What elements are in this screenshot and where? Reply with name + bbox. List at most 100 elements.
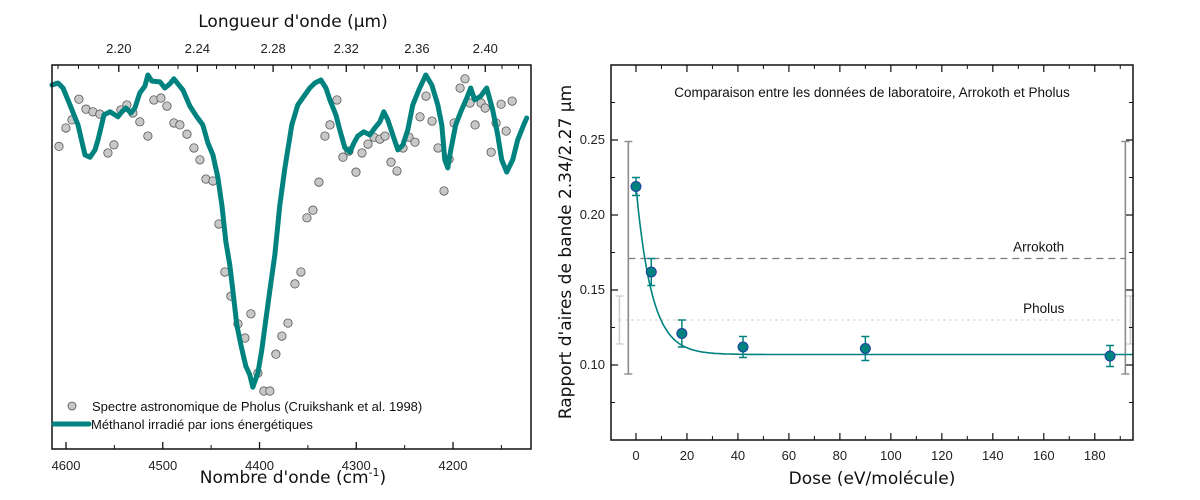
plot-frame [610, 64, 1134, 441]
pholus-data-point [296, 267, 306, 277]
x-tick-label: 120 [931, 448, 953, 463]
pholus-data-point [135, 117, 145, 127]
pholus-data-point [501, 126, 511, 136]
x-tick-label: 4300 [342, 458, 371, 473]
pholus-data-point [265, 386, 275, 396]
pholus-data-point [351, 167, 361, 177]
legend-marker-pholus [67, 401, 77, 411]
pholus-data-point [380, 131, 390, 141]
pholus-data-point [470, 120, 480, 130]
pholus-label: Pholus [1023, 301, 1065, 316]
spectrum-chart: Longueur d'onde (µm) 2.20 2.24 2.28 2.32 2.3… [49, 12, 532, 488]
lab-data-point [737, 341, 749, 353]
y-tick-label: 0.25 [580, 132, 605, 147]
x-tick-label: 40 [731, 448, 745, 463]
pholus-data-point [156, 93, 166, 103]
pholus-data-point [480, 103, 490, 113]
x-title-sup: -1 [369, 466, 380, 479]
x-tick-label: 0 [632, 448, 639, 463]
pholus-data-point [308, 205, 318, 215]
pholus-data-point [507, 96, 517, 106]
pholus-data-point [290, 279, 300, 289]
x-tick-label: 180 [1084, 448, 1106, 463]
pholus-data-point [302, 213, 312, 223]
y-tick-label: 0.10 [580, 357, 605, 372]
y-axis-title: Rapport d'aires de bande 2.34/2.27 µm [556, 85, 576, 419]
top-tick-label: 2.36 [404, 41, 429, 56]
pholus-data-point [189, 143, 199, 153]
x-tick-label: 4500 [148, 458, 177, 473]
pholus-data-point [320, 131, 330, 141]
pholus-data-point [182, 129, 192, 139]
pholus-data-point [415, 112, 425, 122]
pholus-data-point [162, 101, 172, 111]
x-axis-title: Dose (eV/molécule) [789, 469, 956, 489]
pholus-data-point [455, 83, 465, 93]
x-tick-label: 20 [680, 448, 694, 463]
top-tick-label: 2.20 [106, 41, 131, 56]
pholus-data-point [195, 155, 205, 165]
pholus-data-point [61, 123, 71, 133]
pholus-data-point [271, 349, 281, 359]
plot-frame [51, 64, 532, 450]
pholus-data-point [103, 148, 113, 158]
top-tick-label: 2.28 [260, 41, 285, 56]
lab-data-point [1104, 350, 1116, 362]
legend-label-pholus: Spectre astronomique de Pholus (Cruiksha… [92, 399, 422, 414]
pholus-data-point [363, 139, 373, 149]
top-tick-label: 2.40 [473, 41, 498, 56]
pholus-data-point [392, 166, 402, 176]
top-axis-ticks: 2.20 2.24 2.28 2.32 2.36 2.40 [57, 41, 520, 72]
pholus-data-point [54, 141, 64, 152]
methanol-spectrum-line [49, 72, 530, 390]
pholus-data-point [246, 309, 256, 319]
y-tick-label: 0.15 [580, 282, 605, 297]
reference-lines: Arrokoth Pholus [615, 140, 1135, 375]
pholus-data-point [427, 116, 437, 126]
pholus-data-point [496, 99, 506, 109]
pholus-data-point [433, 143, 443, 153]
x-tick-label: 100 [880, 448, 902, 463]
pholus-data-point [314, 177, 324, 187]
top-tick-label: 2.24 [185, 41, 210, 56]
pholus-data-point [421, 91, 431, 101]
x-title-main: Nombre d'onde (cm [200, 468, 369, 488]
bottom-axis-title: Nombre d'onde (cm-1) [200, 466, 386, 488]
x-tick-label: 140 [982, 448, 1004, 463]
lab-data-point [630, 181, 642, 192]
lab-series [630, 176, 1116, 368]
pholus-data-point [332, 95, 342, 105]
pholus-data-point [357, 148, 367, 158]
pholus-data-point [439, 186, 449, 196]
pholus-data-point [175, 120, 185, 130]
x-tick-label: 4400 [245, 458, 274, 473]
x-tick-label: 160 [1033, 448, 1055, 463]
top-axis-title: Longueur d'onde (µm) [198, 12, 387, 32]
pholus-data-point [486, 147, 496, 157]
x-tick-label: 60 [782, 448, 796, 463]
axis-ticks: 0 20 40 60 80 100 120 140 160 180 0.10 0.15 0.20 0.25 [580, 65, 1133, 463]
bottom-axis-ticks: 4600 4500 4400 4300 4200 [52, 442, 502, 473]
pholus-data-point [338, 152, 348, 162]
pholus-data-point [277, 331, 287, 341]
x-title-end: ) [380, 468, 387, 488]
pholus-data-point [386, 157, 396, 167]
lab-data-point [859, 343, 871, 354]
pholus-data-point [460, 74, 470, 84]
fit-curve [635, 186, 1133, 356]
legend: Spectre astronomique de Pholus (Cruiksha… [51, 399, 422, 432]
legend-label-methanol: Méthanol irradié par ions énergétiques [91, 417, 313, 432]
pholus-data-point [109, 140, 119, 150]
x-tick-label: 4200 [439, 458, 468, 473]
pholus-series [54, 74, 517, 396]
pholus-data-point [143, 131, 153, 141]
exponential-fit-line [635, 186, 1133, 356]
pholus-data-point [283, 318, 293, 328]
lab-data-point [645, 266, 657, 278]
x-tick-label: 80 [833, 448, 847, 463]
chart-title: Comparaison entre les données de laborat… [674, 85, 1070, 100]
arrokoth-label: Arrokoth [1013, 240, 1064, 255]
top-tick-label: 2.32 [334, 41, 359, 56]
pholus-data-point [410, 137, 420, 147]
